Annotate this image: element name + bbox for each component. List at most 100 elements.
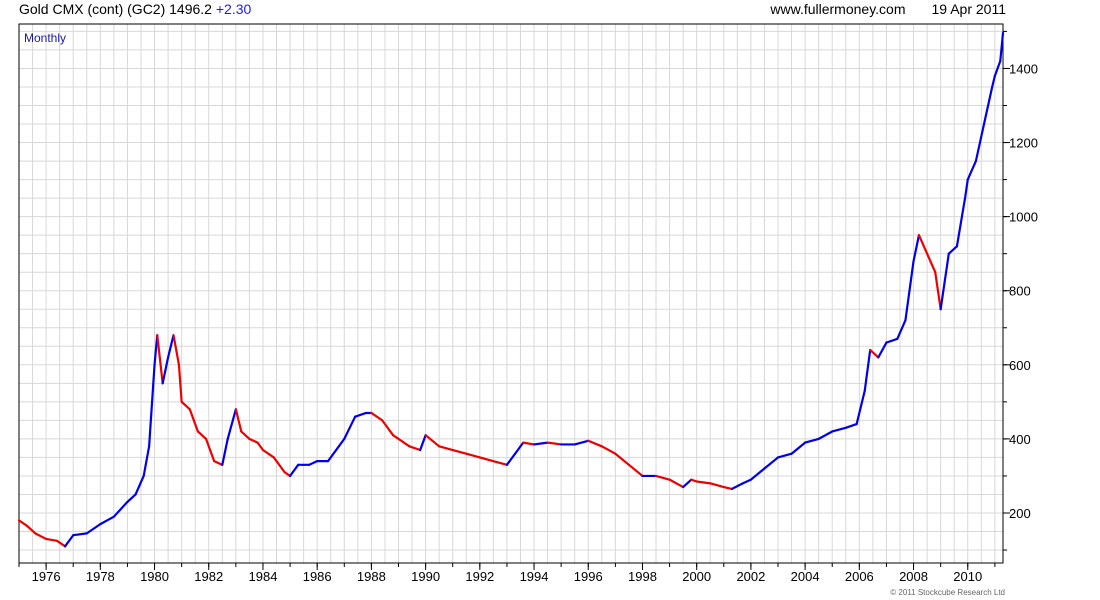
- price-segment: [614, 452, 631, 466]
- price-segment: [478, 456, 495, 463]
- price-segment: [863, 348, 872, 392]
- price-segment: [424, 434, 441, 448]
- copyright-note: © 2011 Stockcube Research Ltd: [890, 588, 1005, 597]
- price-segment: [408, 445, 422, 452]
- price-segment: [963, 178, 969, 200]
- price-segment: [999, 31, 1005, 63]
- price-segment: [955, 197, 967, 248]
- x-tick-label: 1980: [140, 569, 169, 584]
- x-tick-label: 1990: [411, 569, 440, 584]
- price-segment: [600, 445, 617, 455]
- price-segment: [804, 437, 820, 444]
- price-segment: [234, 408, 243, 433]
- price-segment: [912, 234, 921, 263]
- y-tick-label: 600: [1009, 358, 1031, 373]
- price-segment: [381, 419, 395, 437]
- y-tick-label: 1000: [1009, 210, 1038, 225]
- y-tick-label: 1200: [1009, 136, 1038, 151]
- x-tick-label: 1982: [194, 569, 223, 584]
- price-segment: [855, 389, 866, 426]
- price-segment: [546, 441, 563, 446]
- x-axis: 1976 1978 1980 1982 1984 1986 1988 1990 1992 1994…: [18, 563, 996, 584]
- price-segment: [240, 430, 251, 441]
- website-link[interactable]: www.fullermoney.com: [770, 1, 906, 17]
- x-tick-label: 1994: [520, 569, 549, 584]
- price-segment: [326, 445, 340, 463]
- price-segment: [993, 59, 1002, 77]
- price-segment: [204, 437, 216, 463]
- x-tick-label: 1984: [249, 569, 278, 584]
- price-segment: [513, 441, 525, 455]
- y-axis: 200 400 600 800 1000 1200 1400: [1003, 30, 1038, 551]
- price-segment: [722, 485, 734, 491]
- price-series: [17, 31, 1005, 548]
- price-segment: [45, 537, 59, 542]
- price-segment: [196, 430, 208, 441]
- grid: [18, 24, 1003, 563]
- price-segment: [307, 460, 319, 466]
- price-segment: [505, 452, 517, 466]
- price-segment: [63, 534, 75, 548]
- x-tick-label: 2002: [736, 569, 765, 584]
- price-segment: [451, 448, 468, 455]
- price-segment: [741, 478, 753, 485]
- y-tick-label: 800: [1009, 284, 1031, 299]
- price-segment: [288, 463, 300, 478]
- price-segment: [869, 348, 880, 359]
- price-segment: [947, 245, 959, 255]
- price-change: +2.30: [215, 1, 252, 17]
- price-segment: [142, 445, 151, 478]
- price-segment: [55, 539, 67, 548]
- price-segment: [934, 271, 942, 311]
- x-tick-label: 1998: [628, 569, 657, 584]
- price-segment: [337, 437, 346, 448]
- price-segment: [896, 319, 907, 340]
- y-tick-label: 200: [1009, 506, 1031, 521]
- plot-frame: [18, 23, 1004, 564]
- x-tick-label: 1992: [465, 569, 494, 584]
- price-segment: [974, 122, 986, 163]
- x-tick-label: 1976: [32, 569, 61, 584]
- x-tick-label: 2006: [845, 569, 874, 584]
- price-segment: [166, 334, 175, 359]
- y-tick-label: 1400: [1009, 61, 1038, 76]
- x-tick-label: 2010: [953, 569, 982, 584]
- price-segment: [397, 437, 411, 448]
- price-segment: [126, 493, 137, 503]
- price-segment: [34, 532, 48, 541]
- price-segment: [790, 441, 807, 455]
- price-segment: [112, 500, 129, 518]
- price-segment: [261, 448, 275, 459]
- price-segment: [904, 259, 915, 322]
- price-segment: [695, 480, 712, 485]
- price-segment: [668, 478, 685, 489]
- price-segment: [370, 411, 384, 422]
- price-segment: [844, 422, 858, 429]
- price-segment: [925, 252, 937, 274]
- price-segment: [419, 434, 427, 452]
- price-segment: [763, 456, 780, 470]
- price-segment: [817, 430, 834, 441]
- price-segment: [587, 439, 603, 448]
- last-price: 1496.2: [169, 1, 212, 17]
- x-tick-label: 2008: [899, 569, 928, 584]
- x-tick-label: 1996: [574, 569, 603, 584]
- price-segment: [226, 408, 237, 441]
- price-segment: [465, 452, 481, 459]
- price-segment: [438, 445, 454, 452]
- price-segment: [99, 515, 115, 526]
- chart-date: 19 Apr 2011: [931, 1, 1006, 17]
- price-segment: [161, 356, 170, 385]
- price-segment: [354, 411, 368, 418]
- price-segment: [749, 467, 766, 481]
- price-segment: [522, 441, 536, 446]
- price-segment: [343, 415, 357, 441]
- price-segment: [72, 532, 88, 537]
- x-tick-label: 2000: [682, 569, 711, 584]
- x-tick-label: 1978: [86, 569, 115, 584]
- price-segment: [966, 159, 977, 181]
- price-segment: [156, 334, 164, 385]
- price-segment: [939, 252, 950, 311]
- price-segment: [17, 519, 29, 528]
